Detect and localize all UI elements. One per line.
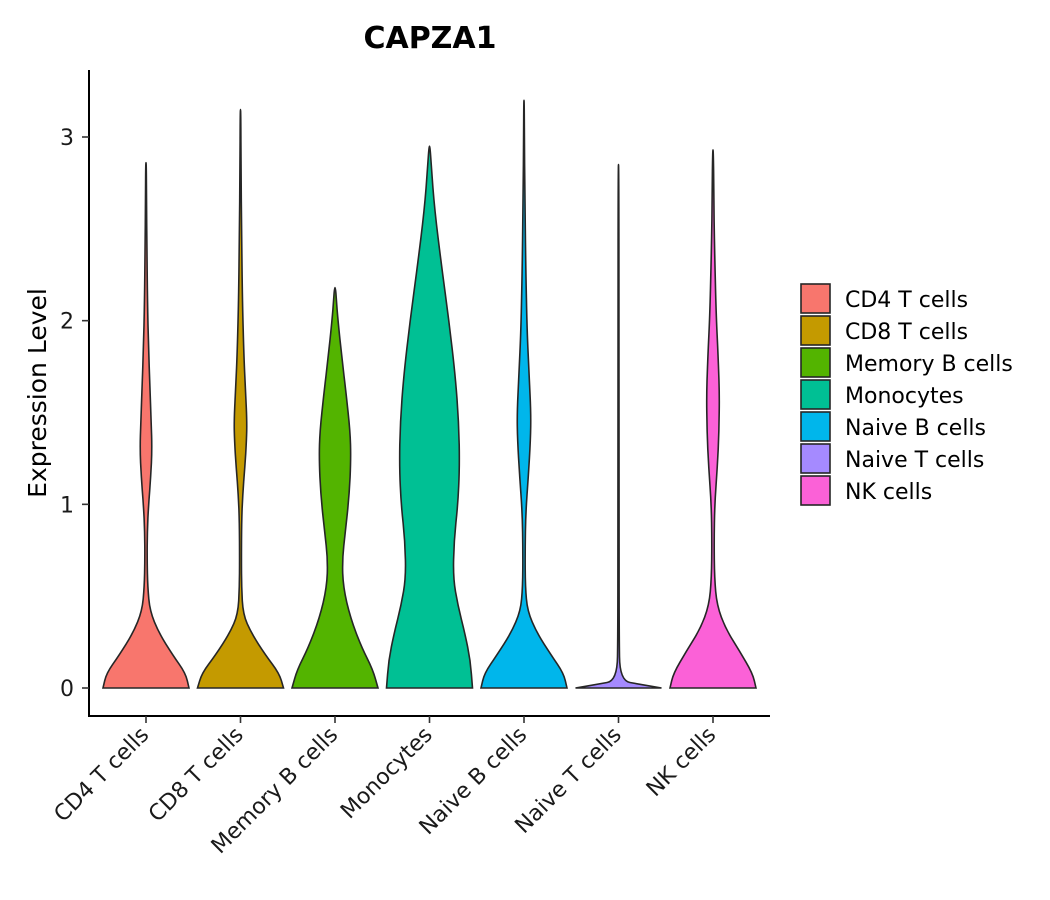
legend-label: Naive T cells (845, 448, 984, 473)
y-axis-label: Expression Level (23, 288, 52, 498)
legend-label: Memory B cells (845, 352, 1013, 377)
violin-cd8-t-cells (196, 108, 285, 689)
legend-label: Naive B cells (845, 416, 986, 441)
x-tick-label: NK cells (642, 723, 721, 802)
x-tick-label: CD4 T cells (50, 723, 155, 828)
legend-label: CD4 T cells (845, 288, 968, 313)
x-tick-label: CD8 T cells (144, 723, 249, 828)
legend-label: NK cells (845, 480, 932, 505)
y-tick-label: 0 (60, 677, 74, 702)
chart-title: CAPZA1 (363, 21, 496, 56)
x-tick-label: Monocytes (336, 723, 438, 825)
legend-label: CD8 T cells (845, 320, 968, 345)
legend-key (800, 315, 831, 346)
legend-key (800, 443, 831, 474)
legend-key (800, 475, 831, 506)
violin-memory-b-cells (290, 286, 380, 689)
y-tick-label: 2 (60, 310, 74, 335)
legend-key (800, 283, 831, 314)
violin-nk-cells (668, 149, 758, 689)
violin-cd4-t-cells (101, 161, 191, 689)
y-tick-label: 3 (60, 126, 74, 151)
legend-key (800, 347, 831, 378)
violin-monocytes (385, 145, 474, 689)
y-ticks: 0 1 2 3 (60, 126, 89, 702)
legend-key (800, 379, 831, 410)
legend-key (800, 411, 831, 442)
legend: CD4 T cells CD8 T cells Memory B cells Mono… (800, 283, 1013, 506)
violin-group (101, 99, 758, 689)
legend-label: Monocytes (845, 384, 964, 409)
violin-naive-t-cells (575, 163, 662, 689)
y-tick-label: 1 (60, 493, 74, 518)
violin-naive-b-cells (479, 99, 569, 689)
